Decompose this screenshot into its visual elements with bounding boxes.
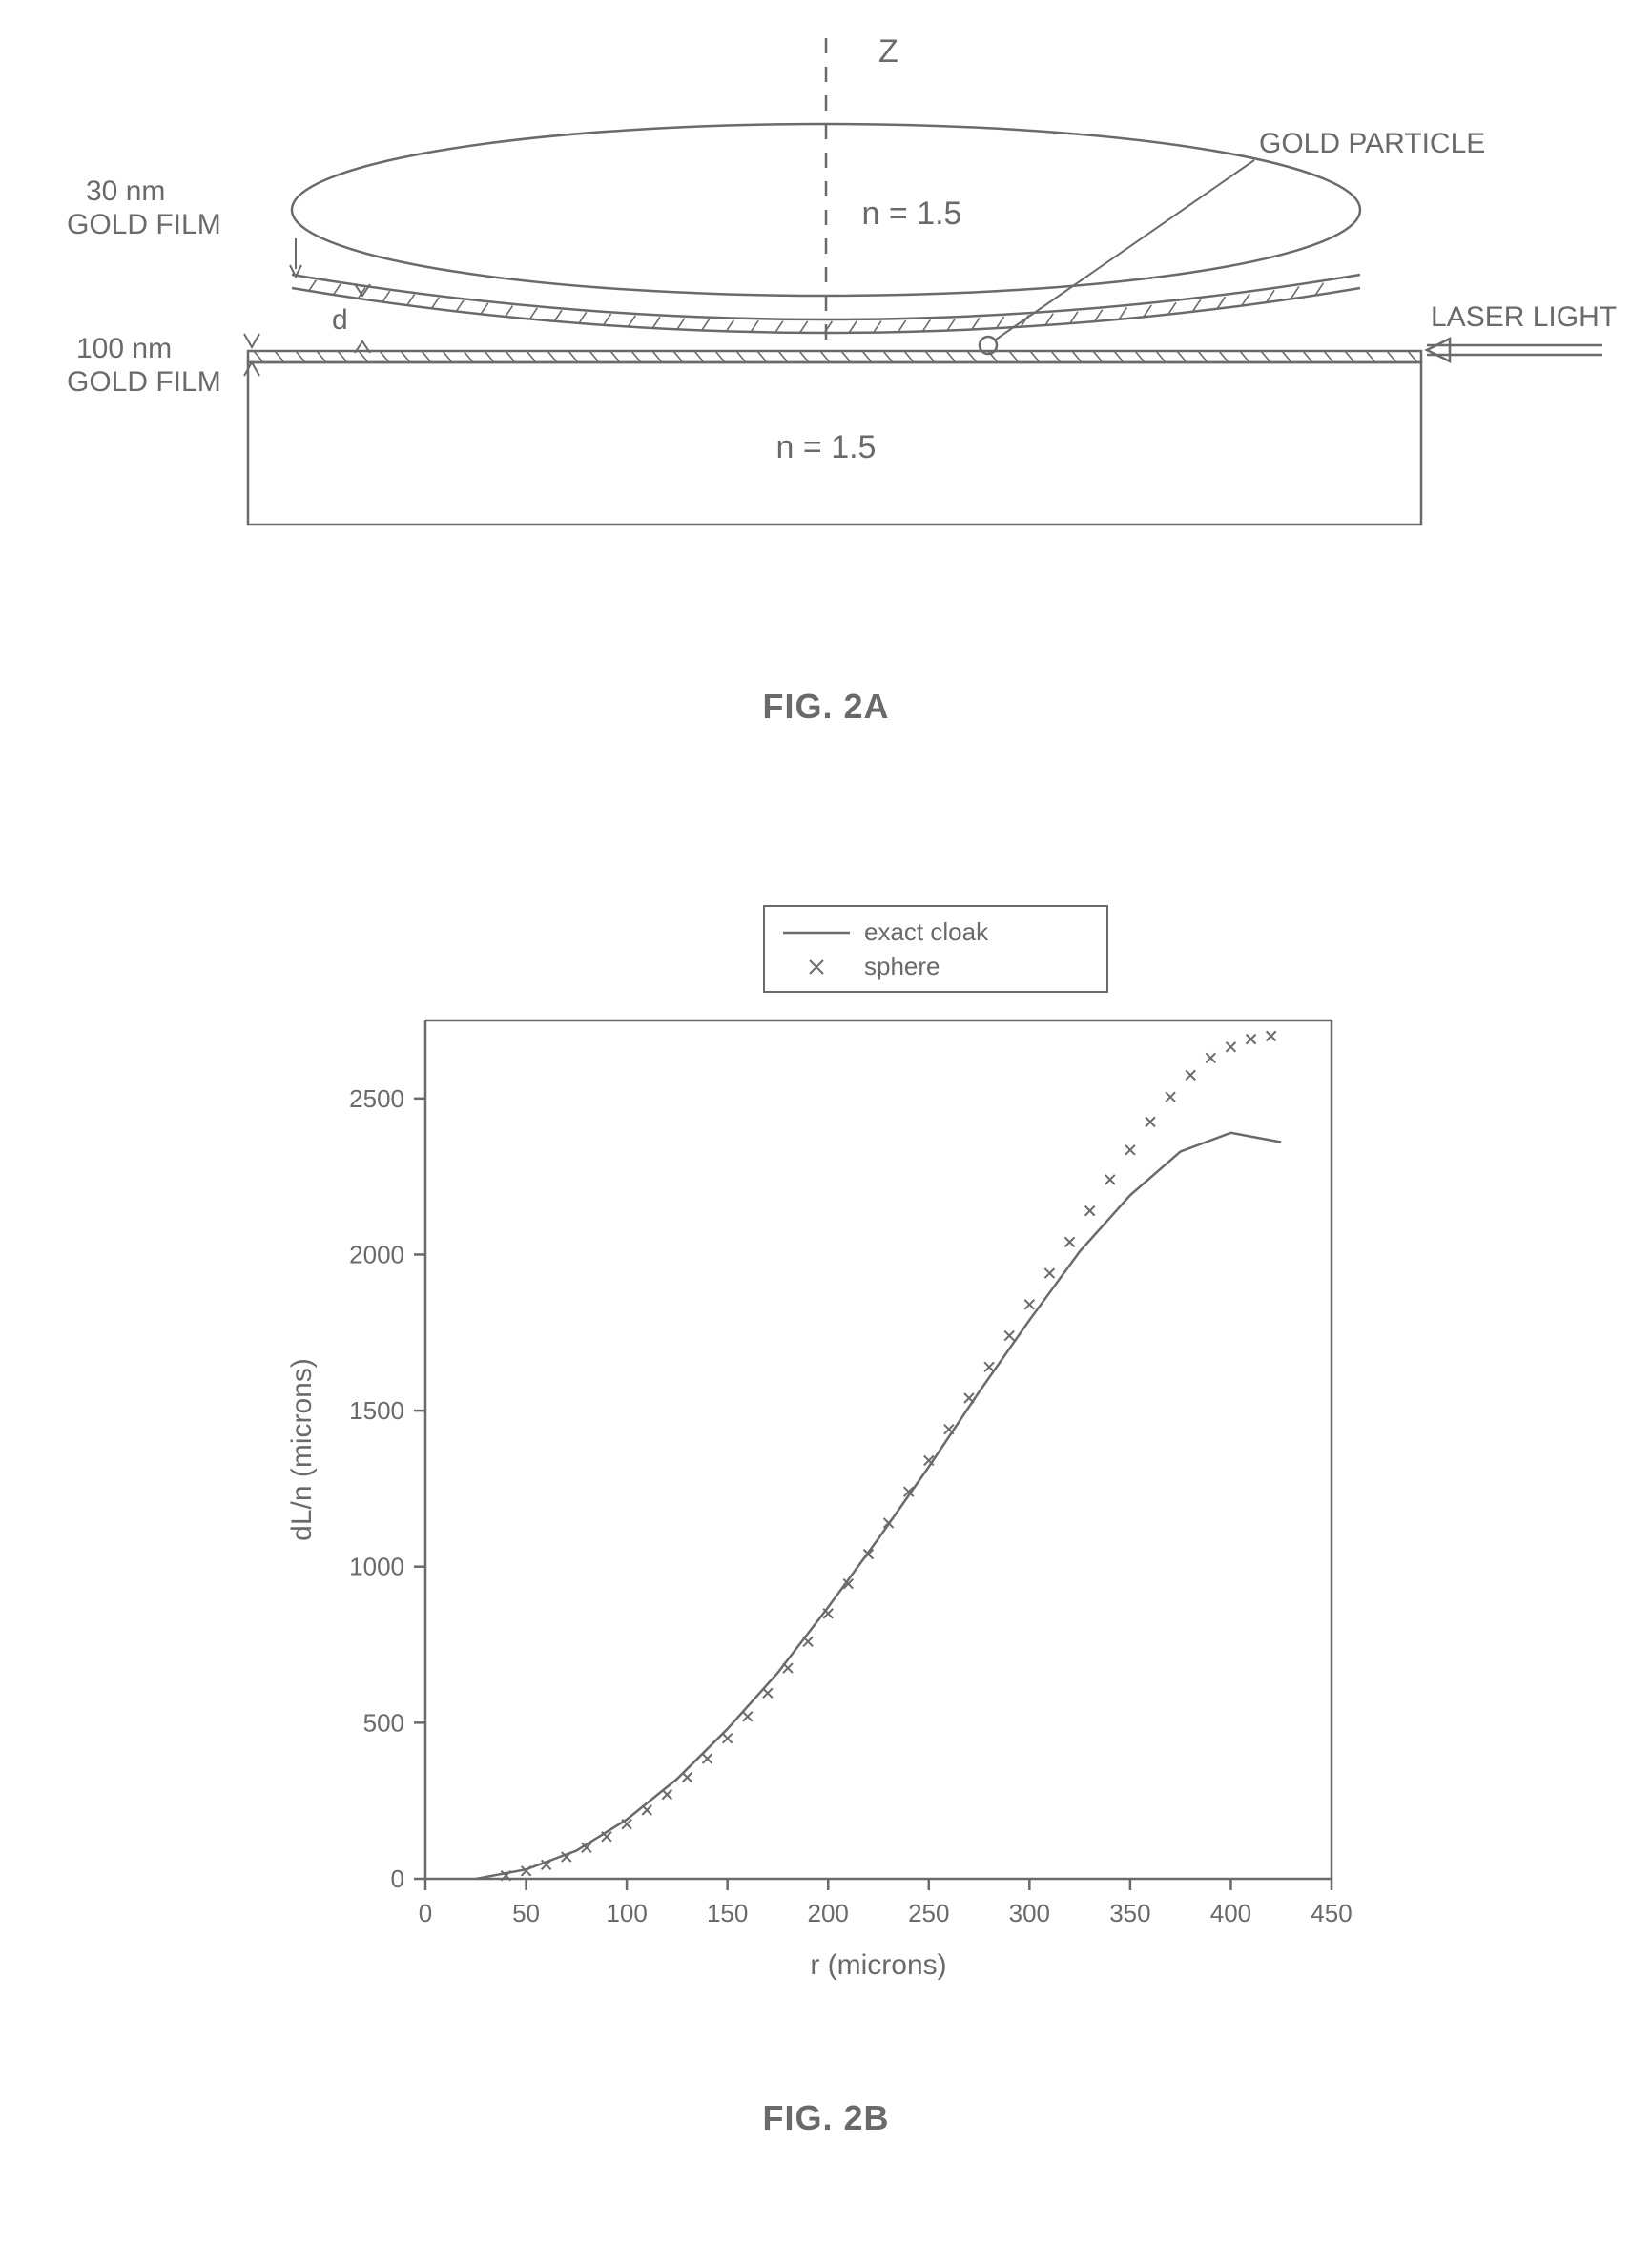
- svg-text:GOLD FILM: GOLD FILM: [67, 366, 221, 398]
- svg-text:1500: 1500: [349, 1396, 404, 1425]
- svg-text:350: 350: [1109, 1899, 1150, 1927]
- svg-text:300: 300: [1009, 1899, 1050, 1927]
- page: Zn = 1.5n = 1.5d30 nmGOLD FILM100 nmGOLD…: [0, 0, 1652, 2245]
- svg-text:100: 100: [606, 1899, 647, 1927]
- figure-2a-diagram: Zn = 1.5n = 1.5d30 nmGOLD FILM100 nmGOLD…: [0, 19, 1652, 687]
- svg-text:exact cloak: exact cloak: [864, 917, 989, 946]
- svg-text:2000: 2000: [349, 1240, 404, 1268]
- svg-text:50: 50: [512, 1899, 540, 1927]
- svg-text:r (microns): r (microns): [810, 1949, 946, 1981]
- svg-text:200: 200: [808, 1899, 849, 1927]
- figure-2b-chart: 0 50 100 150 200 250 300 350 400 450 0 500 1000 1500 2…: [254, 877, 1398, 2022]
- svg-text:0: 0: [419, 1899, 432, 1927]
- svg-text:1000: 1000: [349, 1553, 404, 1581]
- svg-text:d: d: [332, 304, 348, 336]
- svg-text:Z: Z: [878, 33, 898, 70]
- svg-text:450: 450: [1311, 1899, 1352, 1927]
- series-exact-cloak: [476, 1133, 1281, 1879]
- svg-text:250: 250: [908, 1899, 949, 1927]
- svg-text:LASER LIGHT: LASER LIGHT: [1431, 301, 1617, 333]
- svg-text:30 nm: 30 nm: [86, 175, 165, 207]
- svg-text:500: 500: [363, 1708, 404, 1737]
- svg-text:2500: 2500: [349, 1084, 404, 1113]
- svg-text:sphere: sphere: [864, 952, 940, 980]
- svg-text:dL/n (microns): dL/n (microns): [286, 1358, 318, 1541]
- svg-text:400: 400: [1210, 1899, 1251, 1927]
- series-sphere: [501, 1031, 1275, 1880]
- svg-text:GOLD PARTICLE: GOLD PARTICLE: [1259, 128, 1485, 159]
- svg-text:n = 1.5: n = 1.5: [776, 429, 877, 465]
- svg-text:GOLD FILM: GOLD FILM: [67, 209, 221, 240]
- svg-text:150: 150: [707, 1899, 748, 1927]
- figure-2a-caption: FIG. 2A: [0, 687, 1652, 727]
- svg-text:0: 0: [391, 1864, 404, 1893]
- svg-text:n = 1.5: n = 1.5: [862, 196, 962, 232]
- figure-2b-caption: FIG. 2B: [0, 2098, 1652, 2138]
- svg-text:100 nm: 100 nm: [76, 333, 172, 364]
